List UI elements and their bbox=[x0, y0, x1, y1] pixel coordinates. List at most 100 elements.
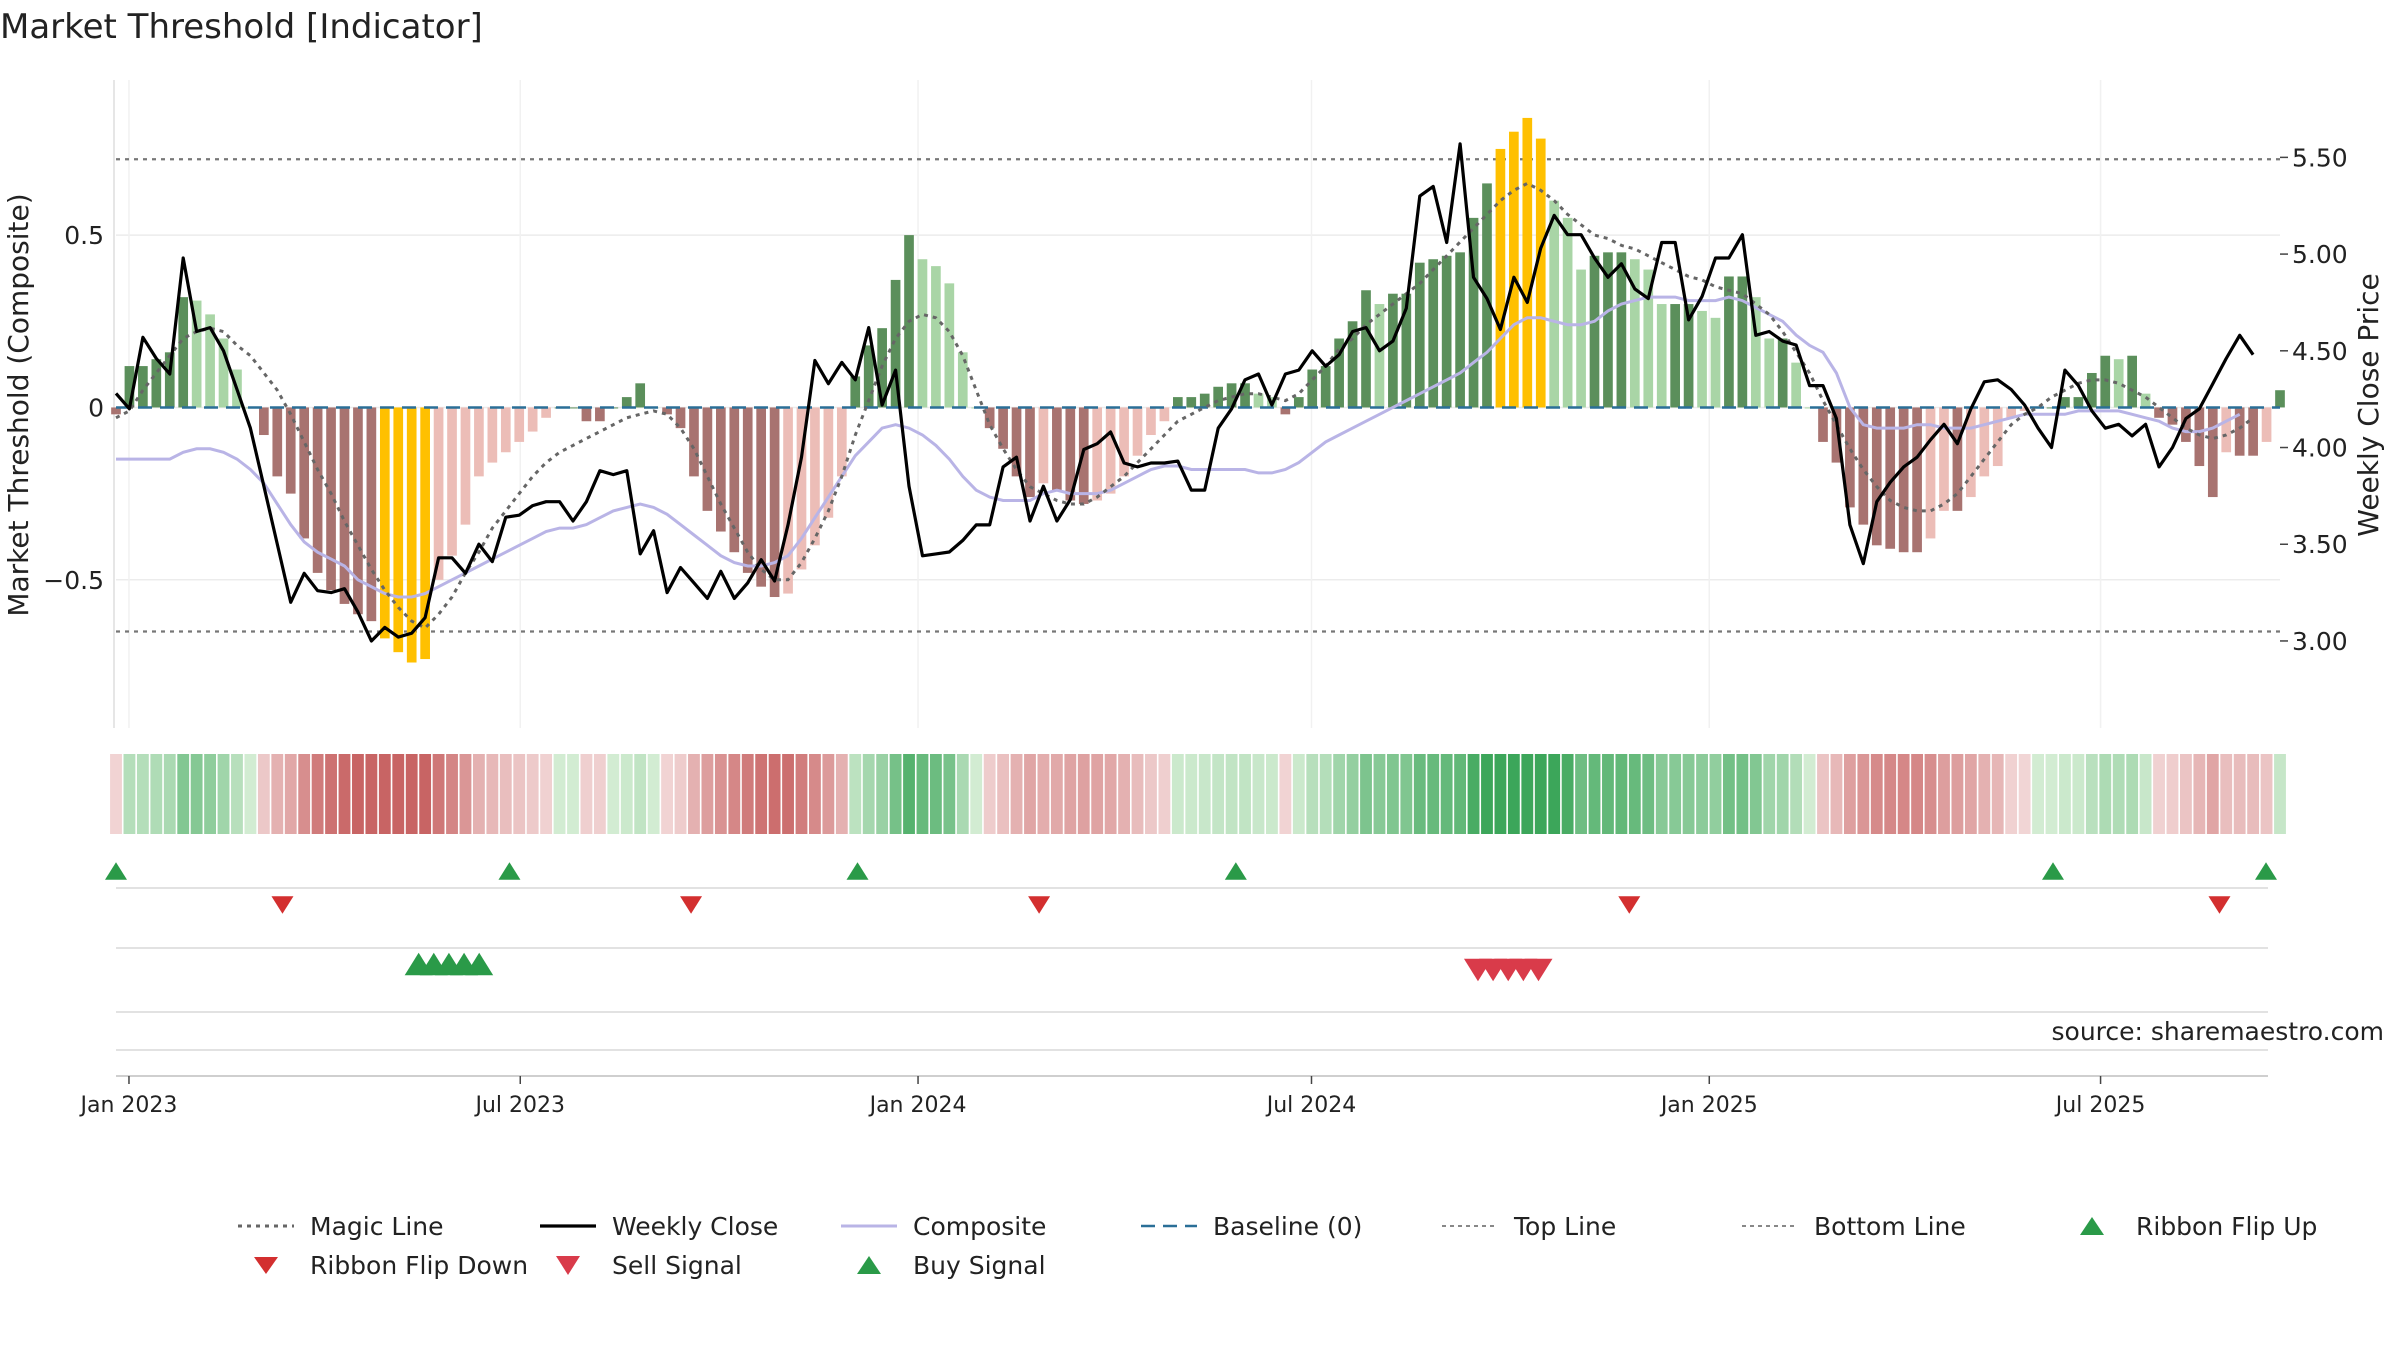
histogram-bar bbox=[2194, 407, 2205, 467]
ribbon-cell bbox=[647, 754, 660, 834]
histogram-bar bbox=[1750, 297, 1761, 408]
ribbon-cell bbox=[1897, 754, 1910, 834]
ribbon-cell bbox=[150, 754, 163, 834]
legend-label: Sell Signal bbox=[612, 1251, 742, 1280]
ribbon-cell bbox=[513, 754, 526, 834]
histogram-bar bbox=[541, 407, 551, 418]
histogram-bar bbox=[1871, 407, 1882, 546]
ribbon-cell bbox=[2166, 754, 2179, 834]
ribbon-cell bbox=[1884, 754, 1897, 834]
ribbon-cell bbox=[2032, 754, 2044, 834]
histogram-bar bbox=[2167, 407, 2178, 425]
histogram-bar bbox=[1293, 397, 1304, 408]
histogram-bar bbox=[1038, 407, 1049, 484]
ribbon-cell bbox=[1440, 754, 1453, 834]
histogram-bar bbox=[1401, 293, 1412, 408]
ribbon-cell bbox=[768, 754, 781, 834]
histogram-bar bbox=[1455, 252, 1465, 408]
ribbon-cell bbox=[1790, 754, 1803, 834]
histogram-bar bbox=[863, 345, 874, 408]
histogram-bar bbox=[205, 314, 215, 408]
y-right-tick-label: 3.00 bbox=[2292, 627, 2348, 656]
ribbon-cell bbox=[1924, 754, 1937, 834]
ribbon-cell bbox=[405, 754, 418, 834]
ribbon-cell bbox=[271, 754, 284, 834]
histogram-bar bbox=[702, 407, 713, 511]
histogram-bar bbox=[1992, 407, 2003, 467]
histogram-bar bbox=[285, 407, 296, 494]
legend-item: Baseline (0) bbox=[1141, 1212, 1362, 1241]
ribbon-cell bbox=[782, 754, 794, 834]
histogram-bar bbox=[1428, 259, 1439, 408]
ribbon-cell bbox=[1064, 754, 1077, 834]
ribbon-cell bbox=[1991, 754, 2004, 834]
histogram-bar bbox=[1240, 383, 1250, 408]
histogram-bar bbox=[1307, 369, 1318, 408]
ribbon-cell bbox=[110, 754, 122, 834]
ribbon-cell bbox=[338, 754, 351, 834]
ribbon-cell bbox=[1198, 754, 1211, 834]
histogram-bar bbox=[1710, 317, 1721, 408]
histogram-bar bbox=[218, 338, 229, 408]
ribbon-cell bbox=[1360, 754, 1372, 834]
sell-signal-marker bbox=[1524, 958, 1553, 982]
ribbon-cell bbox=[486, 754, 499, 834]
ribbon-cell bbox=[2112, 754, 2125, 834]
histogram-bar bbox=[514, 407, 525, 442]
y-right-tick-label: 4.00 bbox=[2292, 434, 2348, 463]
ribbon-cell bbox=[1091, 754, 1104, 834]
source-note: source: sharemaestro.com bbox=[2052, 1017, 2385, 1046]
ribbon-cell bbox=[365, 754, 378, 834]
histogram-bar bbox=[2006, 407, 2017, 418]
ribbon-cell bbox=[755, 754, 768, 834]
histogram-bar bbox=[433, 407, 444, 580]
ribbon-cell bbox=[257, 754, 270, 834]
histogram-bar bbox=[151, 359, 162, 408]
ribbon-flip-down-marker bbox=[1028, 896, 1051, 914]
histogram-bar bbox=[191, 300, 202, 408]
histogram-bar bbox=[1105, 407, 1116, 494]
ribbon-cell bbox=[1938, 754, 1950, 834]
ribbon-cell bbox=[1588, 754, 1601, 834]
ribbon-cell bbox=[177, 754, 190, 834]
histogram-bar bbox=[689, 407, 699, 477]
ribbon-flip-down-marker bbox=[271, 896, 294, 914]
ribbon-flip-up-marker bbox=[1224, 862, 1247, 880]
ribbon-cell bbox=[2018, 754, 2031, 834]
ribbon-cell bbox=[1413, 754, 1426, 834]
ribbon-cell bbox=[1642, 754, 1655, 834]
histogram-bar bbox=[1509, 131, 1519, 408]
histogram-bar bbox=[500, 407, 511, 453]
ribbon-strip bbox=[110, 754, 2286, 834]
composite-histogram bbox=[111, 117, 2285, 663]
histogram-bar bbox=[716, 407, 726, 532]
legend-item: Ribbon Flip Up bbox=[2080, 1212, 2317, 1241]
histogram-bar bbox=[1858, 407, 1869, 525]
y-right-tick-label: 5.50 bbox=[2292, 143, 2348, 172]
histogram-bar bbox=[931, 266, 941, 408]
histogram-bar bbox=[1966, 407, 1976, 498]
histogram-bar bbox=[1885, 407, 1896, 549]
grid bbox=[113, 80, 2280, 728]
histogram-bar bbox=[836, 407, 847, 477]
ribbon-cell bbox=[929, 754, 942, 834]
ribbon-cell bbox=[1454, 754, 1467, 834]
histogram-bar bbox=[460, 407, 471, 525]
histogram-bar bbox=[1522, 117, 1533, 408]
legend-label: Buy Signal bbox=[913, 1251, 1046, 1280]
histogram-bar bbox=[1629, 259, 1640, 408]
histogram-bar bbox=[1683, 304, 1694, 408]
histogram-bar bbox=[1764, 338, 1775, 408]
legend: Magic Line Weekly Close Composite Baseline … bbox=[238, 1212, 2317, 1280]
ribbon-cell bbox=[809, 754, 821, 834]
ribbon-flip-up-marker bbox=[846, 862, 869, 880]
histogram-bar bbox=[1831, 407, 1842, 463]
ribbon-cell bbox=[1346, 754, 1359, 834]
histogram-bar bbox=[1065, 407, 1076, 501]
ribbon-cell bbox=[1628, 754, 1641, 834]
histogram-bar bbox=[420, 407, 430, 660]
ribbon-cell bbox=[553, 754, 566, 834]
histogram-bar bbox=[1643, 269, 1654, 408]
ribbon-cell bbox=[876, 754, 889, 834]
histogram-bar bbox=[2113, 359, 2124, 408]
